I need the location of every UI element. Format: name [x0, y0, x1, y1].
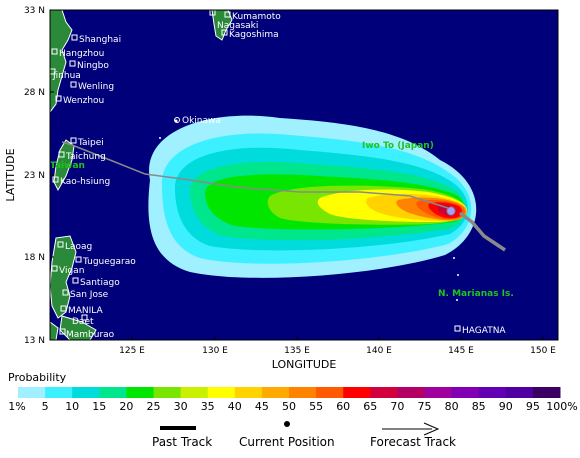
- lon-tick-label: 135 E: [284, 346, 310, 356]
- city-label: Kumamoto: [232, 12, 281, 22]
- legend-label: 10: [65, 400, 80, 413]
- legend-label: 35: [200, 400, 215, 413]
- city-label: Laoag: [65, 242, 92, 252]
- city-label: Wenzhou: [63, 96, 104, 106]
- colorbar-swatch: [316, 387, 344, 398]
- colorbar-swatch: [126, 387, 154, 398]
- legend-label: 55: [309, 400, 324, 413]
- region-label-taiwan: Taiwan: [50, 161, 85, 171]
- legend-label: 75: [417, 400, 432, 413]
- colorbar-swatch: [234, 387, 263, 398]
- lon-tick-label: 145 E: [448, 346, 474, 356]
- legend-label: 100%: [546, 400, 578, 413]
- city-label: Daet: [72, 317, 94, 327]
- lat-tick-label: 33 N: [24, 6, 45, 16]
- colorbar-swatch: [180, 387, 209, 398]
- lat-tick-label: 13 N: [24, 336, 45, 346]
- current-position-label: Current Position: [239, 435, 335, 449]
- legend-label: 5: [41, 400, 49, 413]
- legend-label: 30: [173, 400, 188, 413]
- city-label: Tuguegarao: [82, 257, 136, 267]
- colorbar-swatch: [532, 387, 561, 398]
- y-axis-title: LATITUDE: [4, 148, 17, 201]
- lat-tick-label: 18 N: [24, 253, 45, 263]
- city-label: Hangzhou: [59, 49, 104, 59]
- colorbar-swatch: [343, 387, 371, 398]
- colorbar-swatch: [397, 387, 425, 398]
- forecast-track-key-arrow: [382, 422, 440, 436]
- legend-label: 85: [471, 400, 486, 413]
- region-labels: Iwo To (Japan) Taiwan N. Marianas Is.: [50, 141, 514, 299]
- legend-label: 20: [119, 400, 134, 413]
- city-label: Taichung: [65, 152, 106, 162]
- landmass: [50, 10, 233, 340]
- city-label: HAGATNA: [462, 326, 506, 336]
- city-label: Okinawa: [182, 116, 221, 126]
- city-label: MANILA: [68, 306, 104, 316]
- colorbar-swatch: [505, 387, 534, 398]
- legend-label: 40: [227, 400, 242, 413]
- colorbar-swatch: [451, 387, 480, 398]
- colorbar-swatch: [478, 387, 507, 398]
- city-label: Kagoshima: [229, 30, 279, 40]
- lon-tick-marks: [131, 336, 544, 340]
- colorbar-swatch: [153, 387, 182, 398]
- colorbar-swatch: [45, 387, 73, 398]
- legend-title: Probability: [8, 371, 67, 384]
- past-track-line: [458, 211, 506, 252]
- lon-tick-label: 130 E: [202, 346, 228, 356]
- city-label: San Jose: [70, 290, 109, 300]
- colorbar-swatch: [72, 387, 100, 398]
- legend-label: 80: [444, 400, 459, 413]
- probability-colorbar: [18, 387, 561, 398]
- colorbar-swatch: [18, 387, 46, 398]
- city-label: Wenling: [78, 82, 114, 92]
- city-label: Jinhua: [52, 71, 81, 81]
- city-label: Mamburao: [66, 330, 115, 340]
- current-position-marker: [446, 206, 456, 216]
- colorbar-swatch: [261, 387, 290, 398]
- legend-label: 50: [282, 400, 296, 413]
- lat-tick-labels: 33 N 28 N 23 N 18 N 13 N: [24, 6, 45, 346]
- city-label: Santiago: [80, 278, 120, 288]
- city-label: Ningbo: [77, 61, 109, 71]
- colorbar-swatch: [99, 387, 127, 398]
- colorbar-swatch: [424, 387, 453, 398]
- city-label: Vigan: [59, 266, 84, 276]
- legend-label: 70: [390, 400, 405, 413]
- past-track-label: Past Track: [152, 435, 213, 449]
- forecast-track-line: [61, 141, 449, 209]
- city-label: Shanghai: [79, 35, 121, 45]
- city-labels: Kumamoto Nagasaki Kagoshima Shanghai Han…: [50, 10, 506, 340]
- legend-label: 15: [92, 400, 107, 413]
- probability-swath: [148, 115, 477, 278]
- lat-tick-label: 23 N: [24, 171, 45, 181]
- city-label: Taipei: [77, 138, 104, 148]
- legend-label: 95: [525, 400, 540, 413]
- lon-tick-labels: 125 E 130 E 135 E 140 E 145 E 150 E: [119, 346, 556, 356]
- lon-tick-label: 140 E: [366, 346, 392, 356]
- legend-label: 65: [363, 400, 378, 413]
- legend-label: 90: [498, 400, 513, 413]
- city-label: Kao-hsiung: [60, 177, 110, 187]
- lat-tick-label: 28 N: [24, 88, 45, 98]
- lon-tick-label: 125 E: [119, 346, 145, 356]
- forecast-track-label: Forecast Track: [370, 435, 456, 449]
- colorbar-swatch: [207, 387, 236, 398]
- colorbar-swatch: [370, 387, 398, 398]
- city-label: Nagasaki: [217, 21, 258, 31]
- legend-label: 60: [336, 400, 351, 413]
- x-axis-title: LONGITUDE: [272, 358, 337, 371]
- lon-tick-label: 150 E: [530, 346, 556, 356]
- region-label-marianas: N. Marianas Is.: [438, 289, 514, 299]
- legend-label: 45: [254, 400, 269, 413]
- lat-tick-marks: [50, 9, 54, 341]
- colorbar-swatch: [289, 387, 317, 398]
- legend-label: 25: [146, 400, 161, 413]
- region-label-iwo-to: Iwo To (Japan): [362, 141, 434, 151]
- legend-label: 1%: [8, 400, 26, 413]
- storm-track: [61, 141, 506, 252]
- current-position-key-dot: [284, 421, 290, 427]
